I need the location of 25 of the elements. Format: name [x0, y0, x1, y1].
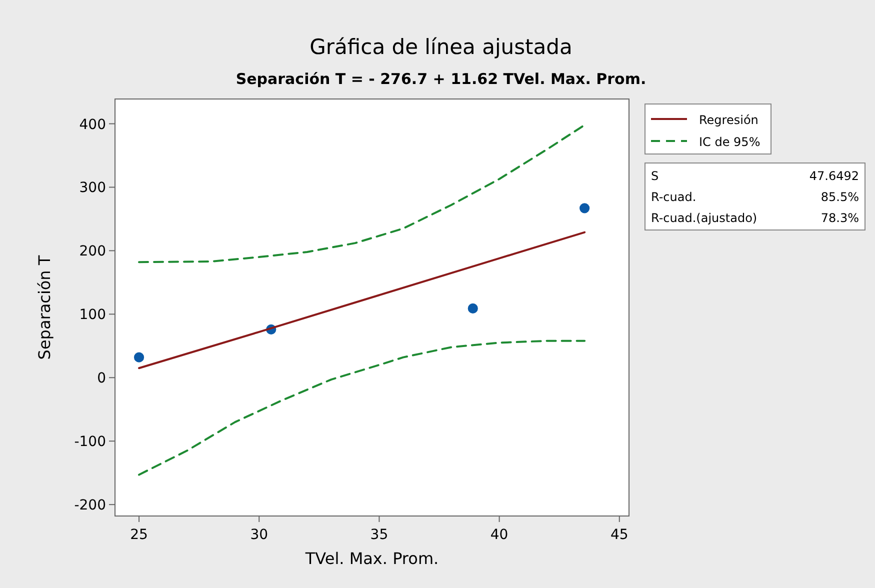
point	[468, 303, 478, 314]
y-axis-title: Separación T	[35, 255, 54, 360]
point	[580, 203, 590, 214]
line-series	[138, 124, 586, 264]
chart-title: Gráfica de línea ajustada	[310, 35, 572, 59]
y-tick-label: 0	[97, 370, 106, 387]
stats-table: S 47.6492 R-cuad. 85.5% R-cuad.(ajustado) 78.3%	[644, 162, 866, 230]
y-tick-label: 100	[79, 307, 106, 324]
x-tick-label: 25	[130, 527, 148, 543]
chart-subtitle: Separación T = - 276.7 + 11.62 TVel. Max. Prom.	[236, 70, 646, 88]
legend-label: IC de 95%	[699, 135, 760, 149]
x-tick-label: 45	[610, 527, 628, 543]
x-tick-label: 35	[370, 527, 388, 543]
x-axis-title: TVel. Max. Prom.	[304, 549, 439, 568]
y-tick-label: -100	[74, 434, 106, 450]
line-series	[138, 340, 586, 476]
line-series	[138, 231, 586, 370]
x-tick-label: 40	[490, 527, 508, 543]
y-tick-label: -200	[74, 498, 106, 514]
point	[134, 352, 144, 362]
y-tick-label: 300	[79, 180, 106, 196]
legend-label: Regresión	[699, 113, 758, 127]
y-tick-label: 200	[79, 244, 106, 260]
y-tick-label: 400	[79, 116, 106, 133]
x-tick-label: 30	[250, 527, 268, 543]
